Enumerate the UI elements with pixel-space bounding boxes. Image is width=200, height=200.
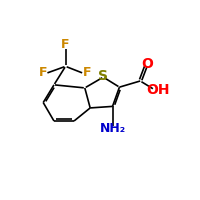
Text: F: F bbox=[39, 66, 47, 79]
Text: S: S bbox=[98, 69, 108, 83]
Text: OH: OH bbox=[146, 83, 170, 97]
Text: NH₂: NH₂ bbox=[100, 122, 126, 135]
Text: F: F bbox=[61, 38, 70, 51]
Text: F: F bbox=[82, 66, 91, 79]
Text: O: O bbox=[142, 57, 154, 71]
